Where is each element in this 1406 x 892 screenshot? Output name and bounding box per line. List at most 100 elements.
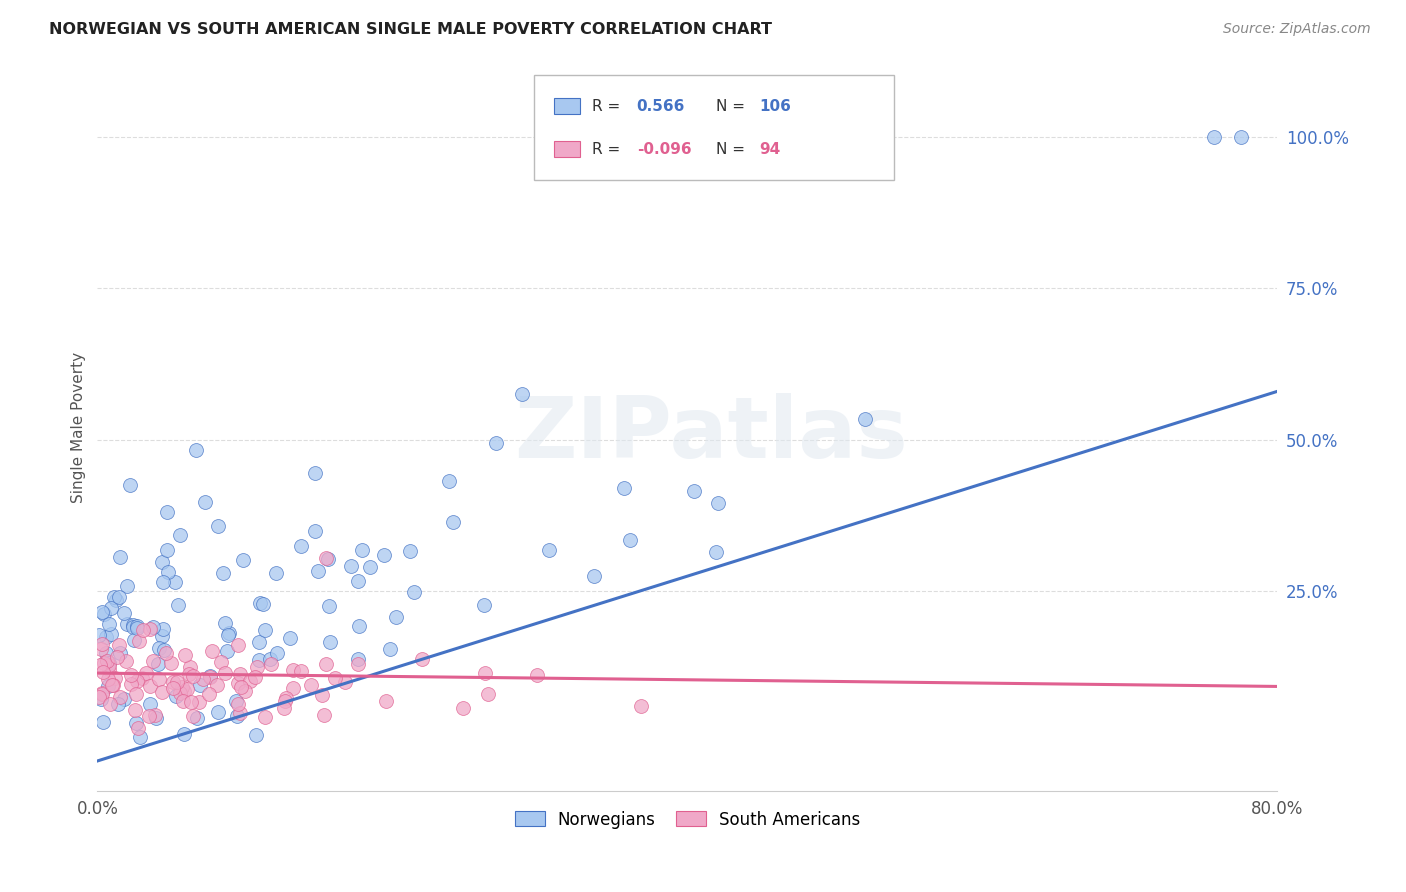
Point (198, 687, 221, 701)
Point (260, 657, 283, 671)
Point (98, 697, 121, 711)
Text: N =: N = (716, 99, 749, 113)
Text: ZIPatlas: ZIPatlas (515, 393, 908, 476)
Point (103, 590, 125, 604)
Point (169, 686, 191, 700)
Point (245, 728, 267, 742)
Point (613, 482, 636, 496)
Point (90, 641, 112, 656)
Point (411, 652, 433, 666)
Point (165, 574, 187, 589)
Text: N =: N = (716, 142, 749, 157)
Point (318, 599, 340, 613)
Point (347, 652, 370, 666)
Point (283, 663, 305, 677)
Point (155, 646, 177, 660)
Point (359, 560, 381, 574)
Point (120, 478, 142, 492)
Point (91, 714, 114, 729)
Point (112, 691, 135, 706)
Text: NORWEGIAN VS SOUTH AMERICAN SINGLE MALE POVERTY CORRELATION CHART: NORWEGIAN VS SOUTH AMERICAN SINGLE MALE … (49, 22, 772, 37)
Point (152, 622, 174, 636)
Point (706, 496, 728, 510)
Point (90, 686, 112, 700)
Point (347, 657, 370, 671)
Point (374, 694, 396, 708)
Point (104, 593, 127, 607)
Point (148, 657, 170, 672)
Point (145, 711, 167, 725)
Point (312, 707, 335, 722)
Point (290, 539, 312, 553)
Point (179, 666, 201, 681)
Point (226, 698, 249, 712)
Point (198, 670, 221, 684)
Point (278, 631, 301, 645)
Point (253, 710, 276, 724)
Point (142, 619, 165, 633)
Point (125, 687, 148, 701)
Point (205, 678, 228, 692)
Point (100, 627, 122, 641)
Point (127, 721, 149, 735)
Point (385, 610, 408, 624)
Point (451, 700, 474, 714)
Text: R =: R = (592, 142, 624, 157)
Point (93, 607, 115, 622)
Point (619, 533, 641, 547)
Point (162, 674, 184, 689)
Point (173, 727, 195, 741)
Point (117, 617, 139, 632)
Point (214, 665, 236, 680)
Point (315, 551, 337, 566)
Point (132, 624, 155, 638)
Point (308, 564, 330, 578)
Point (188, 678, 211, 692)
Point (209, 655, 232, 669)
Text: 106: 106 (759, 99, 792, 113)
Point (398, 543, 420, 558)
Point (107, 697, 129, 711)
FancyBboxPatch shape (554, 141, 581, 157)
Point (441, 515, 464, 529)
Point (477, 687, 499, 701)
Point (226, 638, 249, 652)
Point (176, 682, 198, 697)
Point (96, 654, 118, 668)
Point (315, 657, 337, 671)
Text: 0.566: 0.566 (637, 99, 685, 113)
Point (180, 695, 202, 709)
Point (169, 528, 191, 542)
Point (150, 685, 173, 699)
Point (683, 483, 706, 498)
Point (120, 677, 142, 691)
Point (115, 654, 138, 668)
Point (131, 671, 153, 685)
Point (162, 681, 184, 696)
Point (247, 653, 270, 667)
Point (122, 620, 145, 634)
Point (333, 675, 356, 690)
Point (184, 442, 207, 457)
Point (186, 711, 208, 725)
Point (349, 618, 371, 632)
Point (170, 680, 193, 694)
Point (148, 640, 170, 655)
Point (200, 668, 222, 682)
Point (98, 617, 121, 632)
Point (474, 666, 496, 681)
Point (98, 662, 121, 676)
Point (166, 674, 188, 689)
Point (249, 596, 271, 610)
Point (233, 683, 256, 698)
Point (125, 716, 148, 731)
Point (112, 606, 135, 620)
Point (148, 672, 170, 686)
Point (537, 542, 560, 557)
Point (225, 694, 247, 708)
Point (290, 664, 312, 678)
Point (87, 627, 110, 641)
Point (299, 678, 322, 692)
Point (173, 684, 195, 698)
Point (156, 542, 179, 557)
